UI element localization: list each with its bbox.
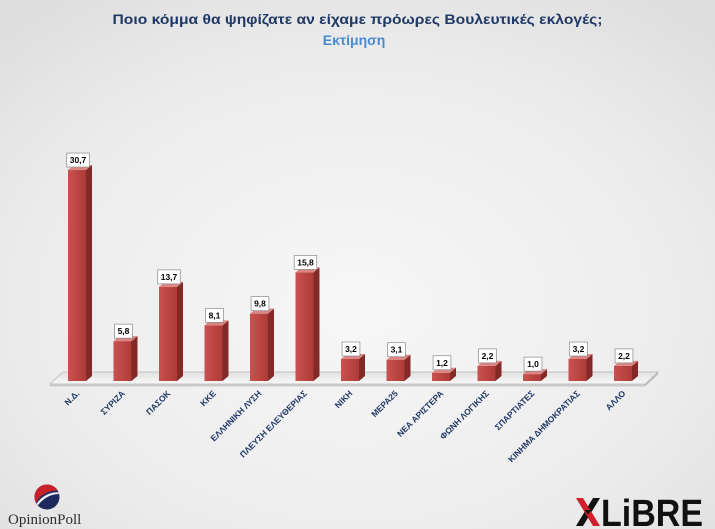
- value-label-box: [114, 323, 133, 339]
- value-label-box: [157, 269, 181, 285]
- libre-logo: LiBRE: [576, 493, 703, 529]
- value-label-box: [432, 355, 452, 371]
- bar-side-face: [495, 360, 502, 381]
- value-label-text: 2,2: [482, 351, 494, 361]
- bar-side-face: [359, 354, 365, 381]
- libre-emblem-icon: [576, 498, 600, 526]
- opinionpoll-globe-icon: [34, 484, 60, 510]
- bar-side-face: [632, 360, 638, 381]
- bar-front-face: [432, 372, 450, 381]
- bar-side-face: [313, 267, 320, 381]
- value-labels: 30,7 5,8 13,7 8,1 9,8 15,8 3,2 3,1 1,2 2,2 1,0 3,2 2…: [66, 152, 634, 372]
- bar-front-face: [159, 286, 177, 381]
- bar-front-face: [341, 359, 359, 381]
- bar-front-face: [614, 365, 632, 381]
- bar-front-face: [295, 272, 314, 381]
- bar-3: [159, 281, 183, 381]
- value-label-box: [293, 255, 318, 270]
- value-label-text: 8,1: [209, 310, 221, 320]
- bar-side-face: [177, 281, 183, 381]
- bar-4: [204, 320, 229, 381]
- value-label-11: 1,0: [523, 356, 543, 372]
- bar-front-face: [113, 341, 132, 381]
- value-label-text: 3,2: [345, 344, 357, 354]
- value-label-text: 3,2: [573, 344, 585, 354]
- value-label-13: 2,2: [614, 348, 634, 364]
- chart-title: Ποιο κόμμα θα ψηφίζατε αν είχαμε πρόωρες…: [113, 11, 603, 27]
- libre-wordmark: LiBRE: [601, 493, 703, 529]
- opinionpoll-logo: OpinionPoll: [8, 484, 81, 528]
- bar-5: [250, 308, 274, 381]
- value-label-text: 1,2: [436, 358, 448, 368]
- bars: [68, 165, 638, 381]
- floor-side-edge: [645, 372, 658, 387]
- floor-front-edge: [50, 384, 645, 387]
- value-label-text: 5,8: [118, 326, 130, 336]
- value-label-1: 30,7: [66, 152, 90, 168]
- bar-side-face: [131, 336, 138, 381]
- value-label-text: 30,7: [70, 155, 87, 165]
- bar-side-face: [268, 308, 274, 381]
- opinionpoll-wordmark-part2: Poll: [57, 512, 81, 528]
- bar-side-face: [86, 165, 92, 381]
- value-label-text: 1,0: [527, 359, 539, 369]
- value-label-box: [387, 342, 406, 358]
- bar-12: [568, 354, 593, 381]
- value-label-4: 8,1: [205, 307, 224, 323]
- value-label-12: 3,2: [569, 341, 588, 357]
- value-label-box: [250, 296, 270, 312]
- value-label-box: [205, 307, 224, 323]
- value-label-2: 5,8: [114, 323, 133, 339]
- value-label-box: [341, 341, 361, 357]
- opinionpoll-wordmark-part1: Opinion: [8, 512, 58, 528]
- value-label-text: 13,7: [161, 272, 178, 282]
- value-label-7: 3,2: [341, 341, 361, 357]
- value-label-8: 3,1: [387, 342, 406, 358]
- bar-side-face: [404, 354, 411, 381]
- bar-1: [68, 165, 92, 381]
- value-label-10: 2,2: [478, 348, 497, 364]
- value-label-box: [569, 341, 588, 357]
- bar-6: [295, 267, 320, 381]
- value-label-box: [614, 348, 634, 364]
- value-label-text: 2,2: [618, 351, 630, 361]
- bar-front-face: [204, 325, 223, 381]
- chart-subtitle: Εκτίμηση: [323, 32, 386, 48]
- bar-front-face: [68, 170, 86, 381]
- bar-front-face: [250, 313, 268, 381]
- bar-side-face: [586, 354, 593, 381]
- bar-7: [341, 354, 365, 381]
- bar-2: [113, 336, 138, 381]
- bar-front-face: [568, 359, 587, 381]
- value-label-box: [66, 152, 90, 168]
- bar-10: [477, 360, 502, 381]
- value-label-box: [523, 356, 543, 372]
- value-label-3: 13,7: [157, 269, 181, 285]
- bar-side-face: [222, 320, 229, 381]
- bar-front-face: [386, 359, 405, 381]
- bar-front-face: [523, 374, 541, 381]
- bar-8: [386, 354, 411, 381]
- value-label-text: 3,1: [391, 345, 403, 355]
- bar-side-face: [450, 367, 456, 381]
- value-label-text: 15,8: [297, 257, 314, 267]
- bar-13: [614, 360, 638, 381]
- value-label-6: 15,8: [293, 255, 318, 270]
- bar-front-face: [477, 365, 496, 381]
- value-label-box: [478, 348, 497, 364]
- value-label-5: 9,8: [250, 296, 270, 312]
- bar-side-face: [541, 369, 547, 381]
- value-label-text: 9,8: [254, 299, 266, 309]
- value-label-9: 1,2: [432, 355, 452, 371]
- opinionpoll-wordmark: OpinionPoll: [8, 512, 81, 528]
